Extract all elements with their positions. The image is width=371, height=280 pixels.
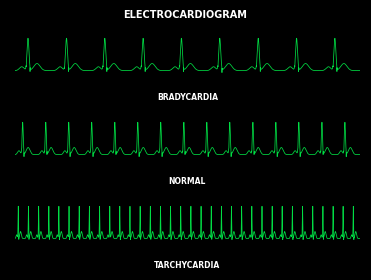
Text: NORMAL: NORMAL — [169, 177, 206, 186]
Text: ELECTROCARDIOGRAM: ELECTROCARDIOGRAM — [124, 10, 247, 20]
Text: TARCHYCARDIA: TARCHYCARDIA — [154, 261, 220, 270]
Text: BRADYCARDIA: BRADYCARDIA — [157, 93, 218, 102]
